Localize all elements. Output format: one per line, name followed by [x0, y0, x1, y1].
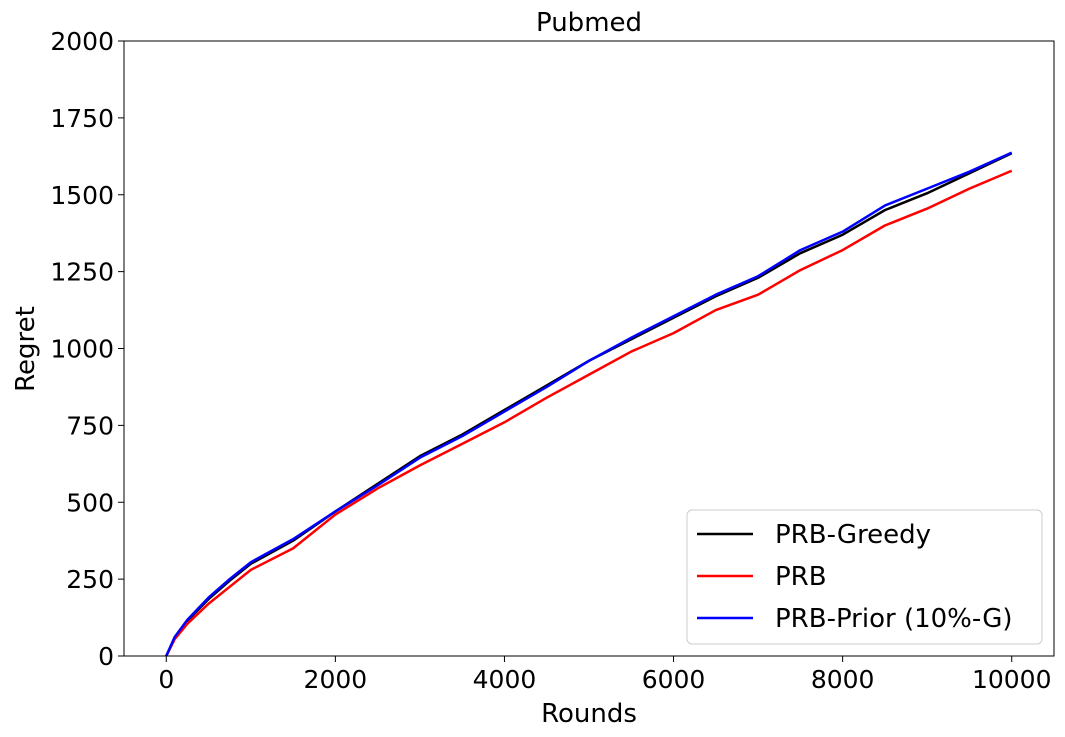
legend-label: PRB-Prior (10%-G) — [775, 604, 1013, 634]
y-tick-label: 500 — [66, 488, 114, 517]
y-tick-label: 250 — [66, 565, 114, 594]
legend-label: PRB — [775, 562, 827, 592]
legend-label: PRB-Greedy — [775, 520, 931, 550]
chart-title: Pubmed — [536, 8, 642, 38]
y-tick-label: 1250 — [50, 258, 114, 287]
x-tick-label: 8000 — [811, 665, 875, 694]
y-tick-label: 1500 — [50, 181, 114, 210]
x-tick-label: 2000 — [304, 665, 368, 694]
y-tick-label: 1750 — [50, 104, 114, 133]
legend: PRB-Greedy PRB PRB-Prior (10%-G) — [686, 509, 1043, 645]
y-tick-label: 0 — [98, 642, 114, 671]
x-tick-label: 0 — [158, 665, 174, 694]
y-axis-label: Regret — [11, 306, 41, 392]
y-tick-label: 1000 — [50, 335, 114, 364]
legend-box — [686, 509, 1043, 645]
x-tick-label: 4000 — [473, 665, 537, 694]
plot-frame — [123, 40, 1055, 657]
series-line — [165, 169, 1013, 657]
y-tick-label: 750 — [66, 411, 114, 440]
y-tick-label: 2000 — [50, 27, 114, 56]
x-axis-label: Rounds — [541, 699, 637, 729]
series-line — [165, 151, 1013, 657]
x-tick-label: 10000 — [972, 665, 1052, 694]
x-tick-label: 6000 — [642, 665, 706, 694]
